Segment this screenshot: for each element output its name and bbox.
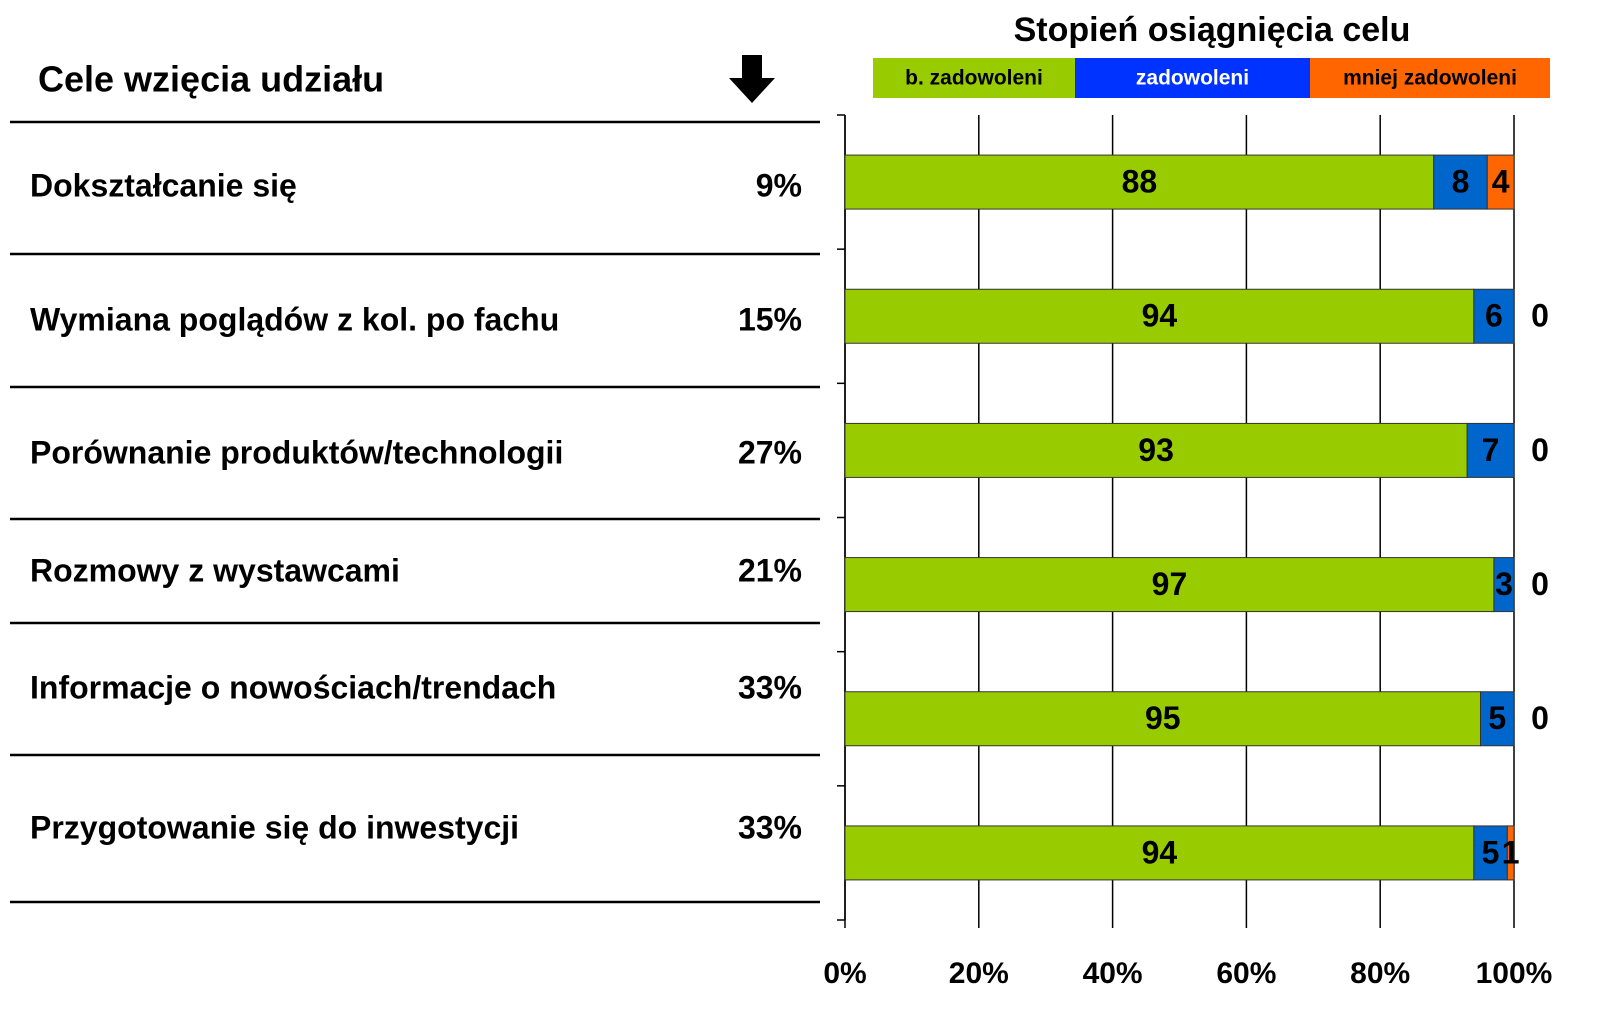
bar-segment [1473, 825, 1508, 881]
legend-swatch [1310, 58, 1550, 98]
x-tick-label: 40% [1083, 957, 1143, 990]
value-label: 0 [1531, 566, 1549, 602]
row-label: Porównanie produktów/technologii [30, 434, 563, 470]
x-tick-label: 20% [949, 957, 1009, 990]
plot-area [845, 115, 1514, 920]
legend-label: zadowoleni [1136, 67, 1249, 90]
table-title: Cele wzięcia udziału [38, 59, 384, 100]
chart-title: Stopień osiągnięcia celu [1014, 11, 1411, 49]
legend-swatch [873, 58, 1075, 98]
value-label: 3 [1495, 566, 1513, 602]
value-label: 6 [1485, 298, 1503, 334]
row-label: Wymiana poglądów z kol. po fachu [30, 301, 559, 337]
bar-segment [1493, 557, 1515, 613]
bar-segment [1480, 691, 1515, 747]
bar-segment [1466, 422, 1515, 478]
row-label: Przygotowanie się do inwestycji [30, 809, 519, 845]
value-label: 5 [1482, 834, 1500, 870]
x-tick-label: 60% [1216, 957, 1276, 990]
value-label: 93 [1138, 432, 1174, 468]
x-tick-label: 100% [1476, 957, 1553, 990]
bar-segment [1473, 288, 1515, 344]
value-label: 8 [1452, 164, 1470, 200]
value-label: 0 [1531, 298, 1549, 334]
value-label: 94 [1142, 834, 1178, 870]
row-share: 15% [738, 301, 802, 337]
down-arrow [729, 55, 775, 103]
legend-swatch [1075, 58, 1310, 98]
value-label: 1 [1502, 834, 1520, 870]
value-label: 94 [1142, 298, 1178, 334]
legend-label: mniej zadowoleni [1343, 67, 1517, 90]
value-label: 0 [1531, 700, 1549, 736]
x-tick-label: 80% [1350, 957, 1410, 990]
value-label: 88 [1122, 164, 1158, 200]
row-label: Informacje o nowościach/trendach [30, 669, 556, 705]
bar-segment [844, 288, 1475, 344]
bar-segment [1486, 154, 1515, 210]
row-share: 33% [738, 809, 802, 845]
value-label: 97 [1152, 566, 1188, 602]
value-label: 5 [1488, 700, 1506, 736]
row-label: Rozmowy z wystawcami [30, 552, 400, 588]
value-label: 7 [1482, 432, 1500, 468]
value-label: 95 [1145, 700, 1181, 736]
row-share: 27% [738, 434, 802, 470]
row-share: 9% [756, 167, 802, 203]
row-share: 21% [738, 552, 802, 588]
value-label: 4 [1492, 164, 1510, 200]
bar-segment [1506, 825, 1515, 881]
row-label: Dokształcanie się [30, 167, 297, 203]
row-share: 33% [738, 669, 802, 705]
bar-segment [844, 557, 1495, 613]
value-label: 0 [1531, 432, 1549, 468]
legend-label: b. zadowoleni [905, 67, 1043, 90]
x-tick-label: 0% [823, 957, 866, 990]
bar-segment [844, 422, 1468, 478]
